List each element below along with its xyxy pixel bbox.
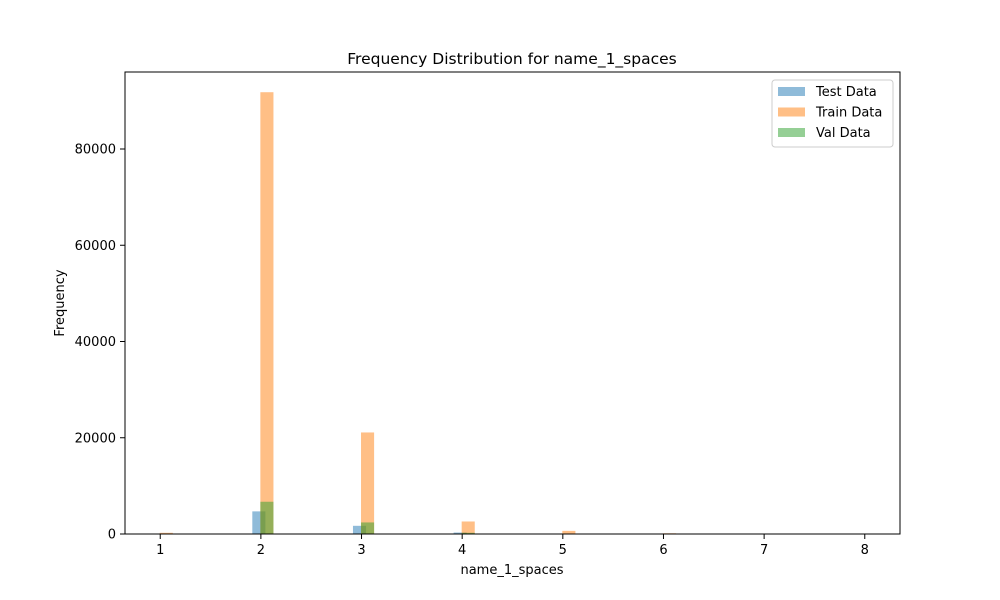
x-tick-label: 1 xyxy=(156,543,164,558)
chart-title: Frequency Distribution for name_1_spaces xyxy=(347,50,676,69)
x-tick-label: 2 xyxy=(257,543,265,558)
legend-swatch-test-data xyxy=(778,87,805,96)
bar-val-data-2 xyxy=(260,501,274,534)
bar-test-data-3 xyxy=(352,525,367,534)
bar-test-data-4 xyxy=(453,532,467,534)
bar-val-data-4 xyxy=(461,532,475,534)
y-tick-label: 40000 xyxy=(75,335,116,350)
x-tick-label: 5 xyxy=(559,543,567,558)
bar-train-data-3 xyxy=(361,432,375,534)
x-tick-label: 3 xyxy=(357,543,365,558)
bar-train-data-5 xyxy=(562,530,576,534)
x-axis-title: name_1_spaces xyxy=(460,563,563,578)
x-tick-label: 6 xyxy=(659,543,667,558)
y-axis-title: Frequency xyxy=(53,269,68,336)
y-tick-label: 20000 xyxy=(75,431,116,446)
y-tick-label: 60000 xyxy=(75,239,116,254)
legend-label-val-data: Val Data xyxy=(816,126,871,141)
y-tick-label: 0 xyxy=(108,528,116,543)
legend: Test Data Train Data Val Data xyxy=(771,79,894,148)
legend-label-train-data: Train Data xyxy=(815,106,882,121)
bar-val-data-3 xyxy=(361,522,375,534)
y-tick-label: 80000 xyxy=(75,143,116,158)
legend-label-test-data: Test Data xyxy=(815,85,877,100)
bar-train-data-4 xyxy=(461,521,475,534)
bars-layer xyxy=(151,92,878,535)
plot-frame xyxy=(124,71,901,535)
bar-train-data-1 xyxy=(159,532,173,534)
legend-swatch-train-data xyxy=(778,107,805,117)
y-axis: 0 20000 40000 60000 80000 xyxy=(75,143,125,543)
x-tick-label: 7 xyxy=(760,543,768,558)
bar-train-data-2 xyxy=(260,92,274,535)
x-tick-label: 8 xyxy=(861,543,869,558)
x-tick-label: 4 xyxy=(458,543,466,558)
x-axis: 1 2 3 4 5 6 7 8 xyxy=(156,534,869,558)
legend-swatch-val-data xyxy=(778,128,805,137)
